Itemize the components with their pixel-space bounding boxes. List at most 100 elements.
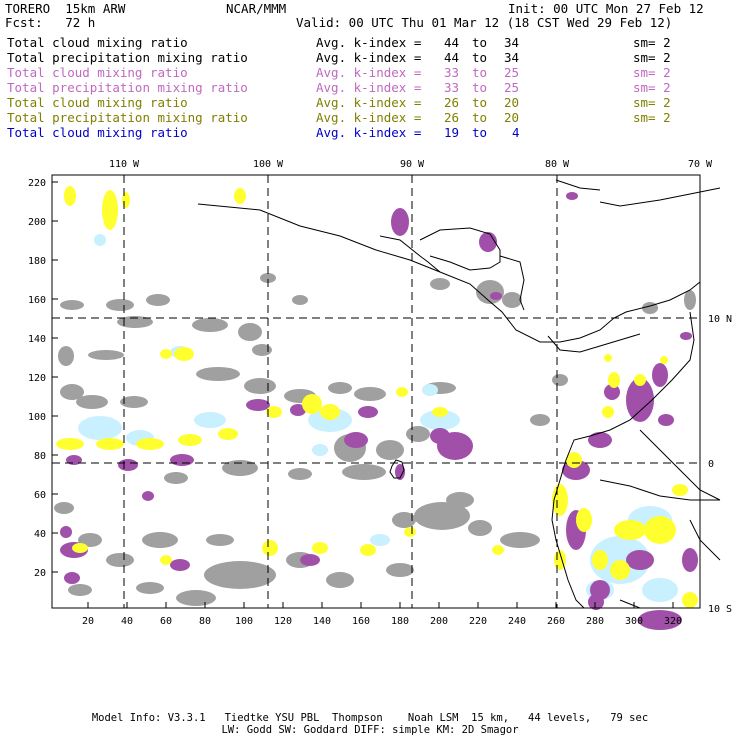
x-tick-label: 40 (121, 616, 133, 627)
legend-kindex-label: Avg. k-index = (316, 35, 429, 50)
x-tick-label: 80 (199, 616, 211, 627)
x-tick-labels: 20 40 60 80 100 120 140 160 180 200 220 … (82, 616, 682, 627)
legend-kindex-low: 19 (444, 125, 460, 140)
lon-label: 70 W (688, 159, 713, 170)
lon-label: 90 W (400, 159, 425, 170)
legend-smoothing: sm= 2 (633, 65, 671, 80)
legend-row: Total cloud mixing ratio Avg. k-index = … (0, 125, 740, 140)
x-tick-label: 120 (274, 616, 292, 627)
legend-field-name: Total cloud mixing ratio (7, 65, 188, 80)
legend-kindex-label: Avg. k-index = (316, 95, 429, 110)
y-tick-label: 220 (28, 178, 46, 189)
legend-kindex-high: 4 (512, 125, 520, 140)
legend-kindex-high: 34 (504, 50, 520, 65)
x-tick-label: 280 (586, 616, 604, 627)
model-info-line: Model Info: V3.3.1 Tiedtke YSU PBL Thomp… (91, 712, 649, 724)
map-frame (51, 174, 701, 609)
legend-row: Total cloud mixing ratio Avg. k-index = … (0, 35, 740, 50)
lat-lon-grid (52, 175, 700, 608)
legend-smoothing: sm= 2 (633, 35, 671, 50)
legend-kindex-high: 20 (504, 110, 520, 125)
legend-smoothing: sm= 2 (633, 95, 671, 110)
legend-kindex-label: Avg. k-index = (316, 80, 429, 95)
legend-kindex-to: to (472, 35, 488, 50)
longitude-labels: 110 W 100 W 90 W 80 W 70 W (109, 159, 713, 170)
legend-kindex-label: Avg. k-index = (316, 125, 429, 140)
physics-info-line: LW: Godd SW: Goddard DIFF: simple KM: 2D… (221, 724, 519, 736)
legend-field-name: Total precipitation mixing ratio (7, 110, 248, 125)
legend-field-name: Total precipitation mixing ratio (7, 50, 248, 65)
init-time: Init: 00 UTC Mon 27 Feb 12 (508, 1, 704, 16)
x-axis-ticks (87, 602, 674, 608)
x-tick-label: 160 (352, 616, 370, 627)
y-tick-label: 160 (28, 295, 46, 306)
legend-kindex-label: Avg. k-index = (316, 50, 429, 65)
cloud-field-gray (54, 273, 696, 606)
legend-row: Total cloud mixing ratio Avg. k-index = … (0, 95, 740, 110)
legend-row: Total precipitation mixing ratio Avg. k-… (0, 50, 740, 65)
lon-label: 100 W (253, 159, 284, 170)
y-axis-ticks (52, 181, 58, 573)
legend-smoothing: sm= 2 (633, 110, 671, 125)
lat-label: 0 (708, 459, 714, 470)
legend-kindex-to: to (472, 50, 488, 65)
cloud-field-yellow (56, 186, 698, 608)
x-tick-label: 240 (508, 616, 526, 627)
x-tick-label: 60 (160, 616, 172, 627)
x-tick-label: 140 (313, 616, 331, 627)
legend-row: Total precipitation mixing ratio Avg. k-… (0, 110, 740, 125)
x-tick-label: 260 (547, 616, 565, 627)
forecast-hour: Fcst: 72 h (5, 15, 96, 30)
legend-kindex-low: 44 (444, 35, 460, 50)
lon-label: 80 W (545, 159, 570, 170)
legend-kindex-to: to (472, 95, 488, 110)
legend-field-name: Total cloud mixing ratio (7, 95, 188, 110)
x-tick-label: 220 (469, 616, 487, 627)
legend-row: Total precipitation mixing ratio Avg. k-… (0, 80, 740, 95)
x-tick-label: 180 (391, 616, 409, 627)
lat-label: 10 N (708, 314, 732, 325)
legend-field-name: Total cloud mixing ratio (7, 125, 188, 140)
y-tick-label: 180 (28, 256, 46, 267)
legend-kindex-high: 25 (504, 80, 520, 95)
legend-kindex-low: 26 (444, 95, 460, 110)
legend-kindex-high: 25 (504, 65, 520, 80)
y-tick-label: 80 (34, 451, 46, 462)
y-tick-label: 120 (28, 373, 46, 384)
x-tick-label: 300 (625, 616, 643, 627)
legend-row: Total cloud mixing ratio Avg. k-index = … (0, 65, 740, 80)
legend-smoothing: sm= 2 (633, 50, 671, 65)
legend-kindex-label: Avg. k-index = (316, 65, 429, 80)
legend-kindex-high: 34 (504, 35, 520, 50)
valid-time: Valid: 00 UTC Thu 01 Mar 12 (18 CST Wed … (296, 15, 673, 30)
x-tick-label: 200 (430, 616, 448, 627)
legend-kindex-to: to (472, 65, 488, 80)
legend-kindex-high: 20 (504, 95, 520, 110)
y-tick-label: 100 (28, 412, 46, 423)
y-tick-labels: 220 200 180 160 140 120 100 80 60 40 20 (28, 178, 46, 579)
legend-kindex-low: 26 (444, 110, 460, 125)
x-tick-label: 20 (82, 616, 94, 627)
organization-label: NCAR/MMM (226, 1, 287, 16)
legend-smoothing: sm= 2 (633, 80, 671, 95)
cloud-field-lightblue (78, 234, 678, 602)
legend-kindex-label: Avg. k-index = (316, 110, 429, 125)
x-tick-label: 320 (664, 616, 682, 627)
legend-kindex-low: 33 (444, 80, 460, 95)
legend-kindex-to: to (472, 110, 488, 125)
legend-field-name: Total cloud mixing ratio (7, 35, 188, 50)
y-tick-label: 200 (28, 217, 46, 228)
y-tick-label: 40 (34, 529, 46, 540)
y-tick-label: 140 (28, 334, 46, 345)
legend-field-name: Total precipitation mixing ratio (7, 80, 248, 95)
y-tick-label: 60 (34, 490, 46, 501)
legend-kindex-to: to (472, 80, 488, 95)
legend-kindex-to: to (472, 125, 488, 140)
latitude-labels: 10 N 0 10 S (708, 314, 732, 615)
model-title: TORERO 15km ARW (5, 1, 126, 16)
lat-label: 10 S (708, 604, 732, 615)
lon-label: 110 W (109, 159, 140, 170)
legend-kindex-low: 33 (444, 65, 460, 80)
y-tick-label: 20 (34, 568, 46, 579)
